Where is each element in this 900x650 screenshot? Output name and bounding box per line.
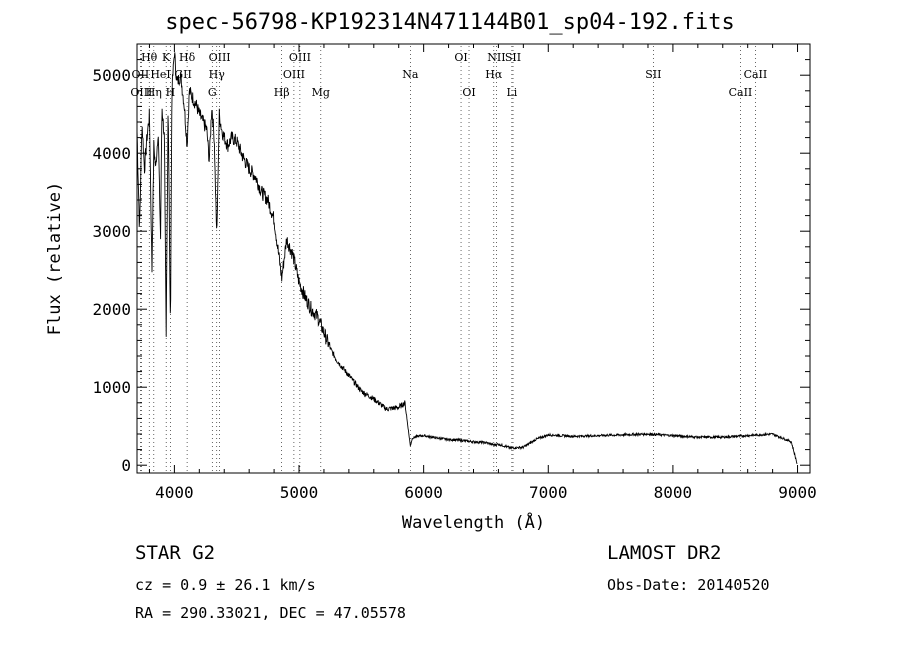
chart-title: spec-56798-KP192314N471144B01_sp04-192.f…	[165, 10, 735, 35]
spectral-line-label: OIII	[289, 51, 311, 64]
spectral-line-label: OI	[462, 86, 475, 99]
y-tick-label: 0	[121, 456, 131, 475]
y-tick-label: 2000	[92, 300, 131, 319]
spectral-line-label: Hβ	[274, 86, 290, 99]
spectrum-line	[136, 52, 798, 465]
spectral-line-label: Hδ	[179, 51, 196, 64]
spectral-line-label: NII	[487, 51, 505, 64]
spectral-line-label: OIII	[130, 86, 152, 99]
survey-label: LAMOST DR2	[607, 542, 722, 564]
plot-frame	[136, 43, 811, 474]
spectral-line-label: OI	[454, 51, 467, 64]
spectral-line-label: OIII	[283, 68, 305, 81]
spectral-line-label: H	[166, 86, 176, 99]
spectral-line-label: Li	[506, 86, 517, 99]
spectral-line-label: SII	[505, 51, 521, 64]
y-tick-label: 3000	[92, 222, 131, 241]
spectral-line-label: Hη	[146, 86, 162, 99]
spectral-line-label: K	[162, 51, 171, 64]
spectral-line-label: Mg	[312, 86, 330, 99]
spectral-line-label: CaII	[744, 68, 768, 81]
object-class-label: STAR G2	[135, 542, 216, 564]
coordinates-label: RA = 290.33021, DEC = 47.05578	[135, 604, 406, 622]
spectral-line-label: OII	[132, 68, 150, 81]
y-axis-title: Flux (relative)	[45, 182, 65, 336]
obs-date-label: Obs-Date: 20140520	[607, 576, 770, 594]
spectral-line-label: G	[208, 86, 217, 99]
x-tick-label: 8000	[654, 483, 693, 502]
spectral-line-label: Hθ	[141, 51, 158, 64]
x-tick-label: 6000	[404, 483, 443, 502]
x-tick-label: 5000	[280, 483, 319, 502]
x-tick-label: 9000	[778, 483, 817, 502]
spectral-line-label: Hα	[485, 68, 503, 81]
spectral-line-label: Hγ	[209, 68, 226, 81]
spectral-line-label: OIII	[209, 51, 231, 64]
y-tick-label: 5000	[92, 66, 131, 85]
x-tick-label: 7000	[529, 483, 568, 502]
x-tick-label: 4000	[155, 483, 194, 502]
y-tick-label: 4000	[92, 144, 131, 163]
spectral-line-label: HeI	[150, 68, 170, 81]
spectral-line-label: Na	[402, 68, 419, 81]
redshift-label: cz = 0.9 ± 26.1 km/s	[135, 576, 316, 594]
x-axis-title: Wavelength (Å)	[402, 511, 545, 533]
y-tick-label: 1000	[92, 378, 131, 397]
spectral-line-label: SII	[645, 68, 661, 81]
spectral-line-label: CaII	[729, 86, 753, 99]
